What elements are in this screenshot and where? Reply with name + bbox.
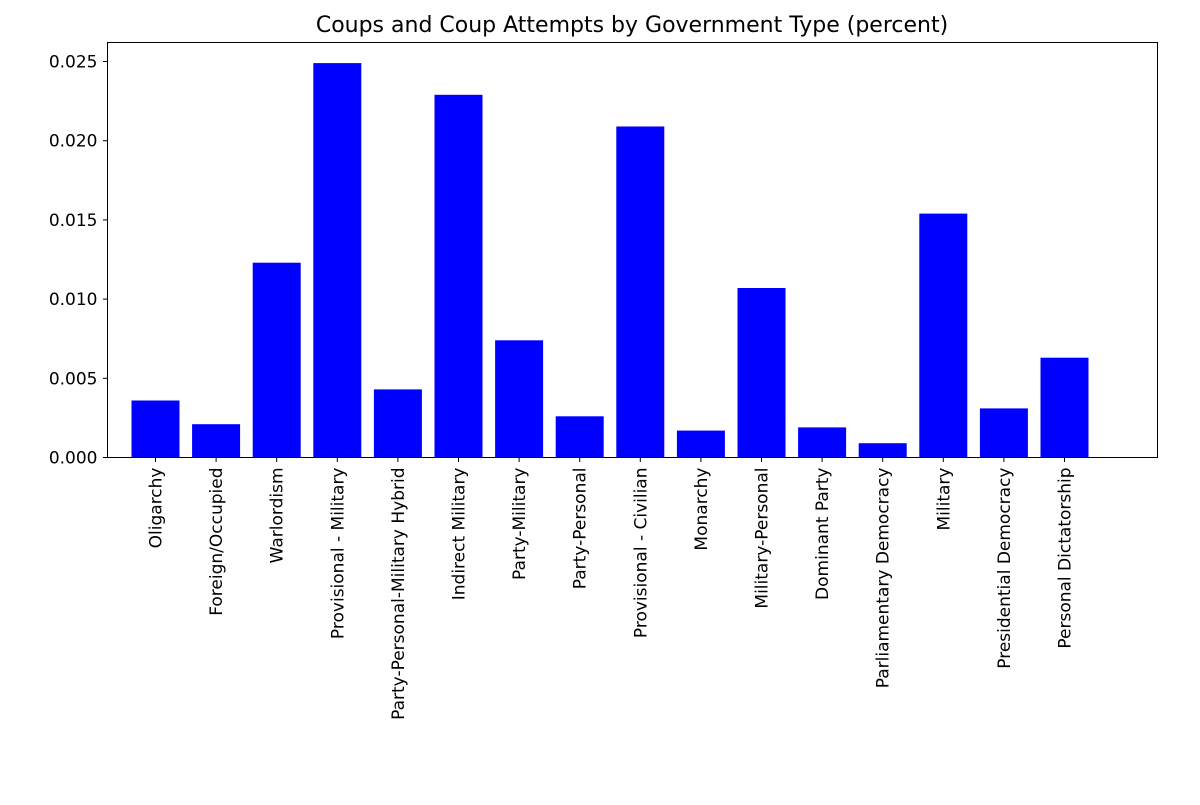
y-tick-label: 0.015 (49, 211, 98, 231)
x-axis: Oligarchy Foreign/Occupied Warlordism Provi… (147, 457, 1076, 720)
bar (858, 443, 907, 458)
y-tick-label: 0.010 (49, 290, 98, 310)
x-tick-label: Parliamentary Democracy (874, 468, 894, 689)
x-tick-label: Provisional - Civilian (631, 468, 651, 639)
x-tick-label: Warlordism (268, 468, 288, 564)
y-tick-label: 0.020 (49, 132, 98, 152)
x-tick-label: Provisional - Military (328, 468, 348, 640)
x-tick-label: Party-Personal-Military Hybrid (389, 468, 409, 720)
bar (979, 408, 1028, 458)
bar (676, 430, 725, 458)
bar (616, 126, 665, 458)
y-tick-label: 0.000 (49, 449, 98, 469)
bar (434, 94, 483, 458)
bar (192, 424, 241, 458)
x-tick-label: Party-Military (510, 468, 530, 580)
x-tick-label: Personal Dictatorship (1056, 468, 1076, 649)
y-tick-label: 0.005 (49, 369, 98, 389)
bar (131, 400, 180, 458)
bar (555, 416, 604, 458)
x-tick-label: Party-Personal (571, 468, 591, 590)
chart-title: Coups and Coup Attempts by Government Ty… (316, 13, 948, 38)
bar (313, 63, 362, 458)
bar (919, 213, 968, 458)
x-tick-label: Military-Personal (753, 468, 773, 609)
plot-frame (107, 42, 1158, 458)
y-axis: 0.000 0.005 0.010 0.015 0.020 0.025 (49, 53, 108, 469)
bar (495, 340, 544, 458)
y-tick-label: 0.025 (49, 53, 98, 73)
bar (373, 389, 422, 458)
x-tick-label: Dominant Party (813, 468, 833, 600)
bar (737, 288, 786, 458)
x-tick-label: Military (934, 468, 954, 531)
bars (131, 63, 1089, 458)
x-tick-label: Indirect Military (450, 468, 470, 601)
x-tick-label: Foreign/Occupied (207, 468, 227, 616)
bar (252, 262, 301, 458)
bar (798, 427, 847, 458)
x-tick-label: Oligarchy (147, 468, 167, 549)
x-tick-label: Presidential Democracy (995, 468, 1015, 669)
x-tick-label: Monarchy (692, 468, 712, 551)
bar (1040, 357, 1089, 458)
